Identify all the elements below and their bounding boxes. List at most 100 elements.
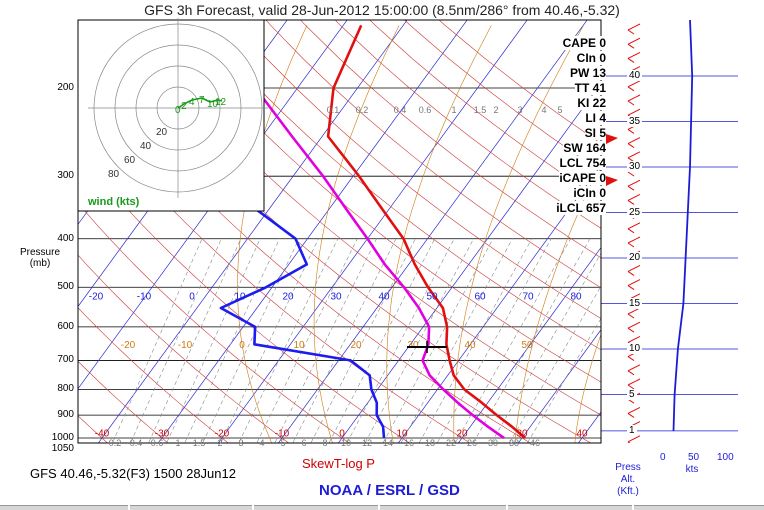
mixing-ratio-tick-label: 0.6: [151, 438, 164, 448]
wind-barb: [627, 441, 631, 443]
isotherm-line: [517, 329, 601, 443]
wind-barb: [627, 143, 635, 149]
pressure-tick-label: 500: [57, 281, 74, 293]
hodograph-point-label: 4: [189, 97, 195, 108]
pressure-tick-label: 200: [57, 82, 74, 93]
theta-tick-label: 50: [426, 291, 438, 302]
dry-adiabat-line: [334, 20, 601, 229]
status-bar-segment: [508, 505, 632, 510]
status-bar-segment: [130, 505, 252, 510]
altitude-tick-label: 15: [627, 297, 643, 309]
isotherm-line: [97, 20, 408, 443]
mixing-ratio-tick-label: 38: [509, 438, 519, 448]
wind-barb: [627, 412, 635, 418]
wind-barb: [627, 285, 635, 291]
index-si: SI 5: [584, 126, 606, 140]
wind-barb: [627, 370, 635, 376]
wind-barb: [627, 435, 641, 443]
theta-tick-label: 10: [234, 291, 246, 302]
wind-barb: [627, 43, 635, 49]
altitude-tick-label: 25: [627, 206, 643, 218]
mixing-ratio-tick-label: 3: [517, 105, 522, 115]
wind-barb: [627, 264, 641, 272]
mixing-ratio-line: [256, 238, 358, 443]
theta-tick-label: 30: [330, 291, 342, 302]
footer-station: GFS 40.46,-5.32(F3) 1500 28Jun12: [30, 466, 236, 481]
wind-barb: [627, 108, 641, 116]
index-sw: SW 164: [563, 141, 606, 155]
wind-barb: [627, 335, 641, 343]
series-temperature-line: [326, 24, 526, 439]
theta-e-tick-label: 0: [239, 340, 245, 351]
footer-brand: NOAA / ESRL / GSD: [319, 482, 460, 499]
altitude-tick-label: 1: [627, 424, 637, 436]
mixing-ratio-tick-label: 46: [530, 438, 540, 448]
kts-label: kts: [685, 464, 699, 475]
hodograph-trace: [177, 97, 223, 109]
mixing-ratio-tick-label: 0.2: [109, 438, 122, 448]
mixing-ratio-line: [490, 252, 601, 443]
theta-e-tick-label: -20: [121, 340, 136, 351]
mixing-ratio-tick-label: 3: [238, 438, 243, 448]
chart-title: GFS 3h Forecast, valid 28-Jun-2012 15:00…: [144, 2, 620, 18]
mixing-ratio-tick-label: 0.2: [356, 105, 369, 115]
wind-barb: [627, 364, 641, 372]
mixing-ratio-tick-label: 1.5: [474, 105, 487, 115]
index-tt: TT 41: [574, 81, 606, 95]
wind-barb: [627, 86, 635, 92]
mixing-ratio-tick-label: 26: [467, 438, 477, 448]
wind-barb: [627, 151, 641, 159]
isotherm-line: [457, 246, 601, 443]
wind-speed-line: [672, 20, 694, 431]
altitude-tick-label: 20: [627, 252, 643, 263]
wind-barb: [627, 406, 641, 414]
mixing-ratio-line: [400, 238, 513, 443]
mixing-ratio-tick-label: 22: [446, 438, 456, 448]
altitude-tick-label: 30: [627, 161, 643, 172]
theta-tick-label: 60: [474, 291, 486, 302]
wind-barb: [627, 356, 635, 362]
mixing-ratio-tick-label: 1.5: [193, 438, 206, 448]
temperature-tick-label: 40: [576, 429, 588, 440]
mixing-ratio-tick-label: 14: [383, 438, 393, 448]
wind-barb: [627, 171, 635, 177]
mixing-ratio-tick-label: 18: [425, 438, 435, 448]
hodograph-panel: [77, 19, 265, 212]
wind-barb: [627, 100, 635, 106]
wind-barb: [627, 236, 641, 244]
wind-barb: [627, 128, 635, 134]
theta-e-tick-label: 20: [350, 340, 362, 351]
altitude-tick-label: 10: [627, 343, 643, 354]
mixing-ratio-line: [328, 238, 436, 443]
index-ilcl: iLCL 657: [556, 201, 606, 215]
theta-tick-label: 70: [522, 291, 534, 302]
press-alt-label: Press Alt. (Kft.): [615, 462, 641, 497]
mixing-ratio-line: [184, 238, 280, 443]
wind-barb: [627, 137, 641, 145]
mixing-ratio-tick-label: 4: [259, 438, 264, 448]
wind-barb: [627, 222, 641, 230]
dry-adiabat-line: [404, 20, 601, 172]
hodograph-point-label: 7: [199, 95, 205, 106]
theta-tick-label: -20: [89, 291, 104, 302]
index-ki: KI 22: [577, 96, 606, 110]
mixing-ratio-line: [472, 238, 591, 443]
hodograph-ring-label: 60: [124, 155, 136, 166]
hodograph-point-label: 10: [207, 99, 219, 110]
mixing-ratio-tick-label: 0.4: [130, 438, 143, 448]
mixing-ratio-line: [454, 238, 571, 443]
pressure-axis-label: Pressure (mb): [20, 247, 61, 269]
mixing-ratio-tick-label: 4: [541, 105, 546, 115]
status-bar-segment: [380, 505, 506, 510]
isotherm-line: [217, 20, 528, 443]
mixing-ratio-tick-label: 0.4: [394, 105, 407, 115]
mixing-ratio-tick-label: 6: [301, 438, 306, 448]
wind-barb: [627, 57, 635, 63]
theta-e-tick-label: 40: [464, 340, 476, 351]
mixing-ratio-line: [238, 238, 339, 443]
wind-barb: [627, 242, 635, 248]
wind-barb: [627, 51, 641, 59]
dry-adiabat-line: [369, 20, 601, 200]
moist-adiabat-line: [574, 333, 601, 443]
pressure-tick-label: 1000: [51, 432, 74, 443]
